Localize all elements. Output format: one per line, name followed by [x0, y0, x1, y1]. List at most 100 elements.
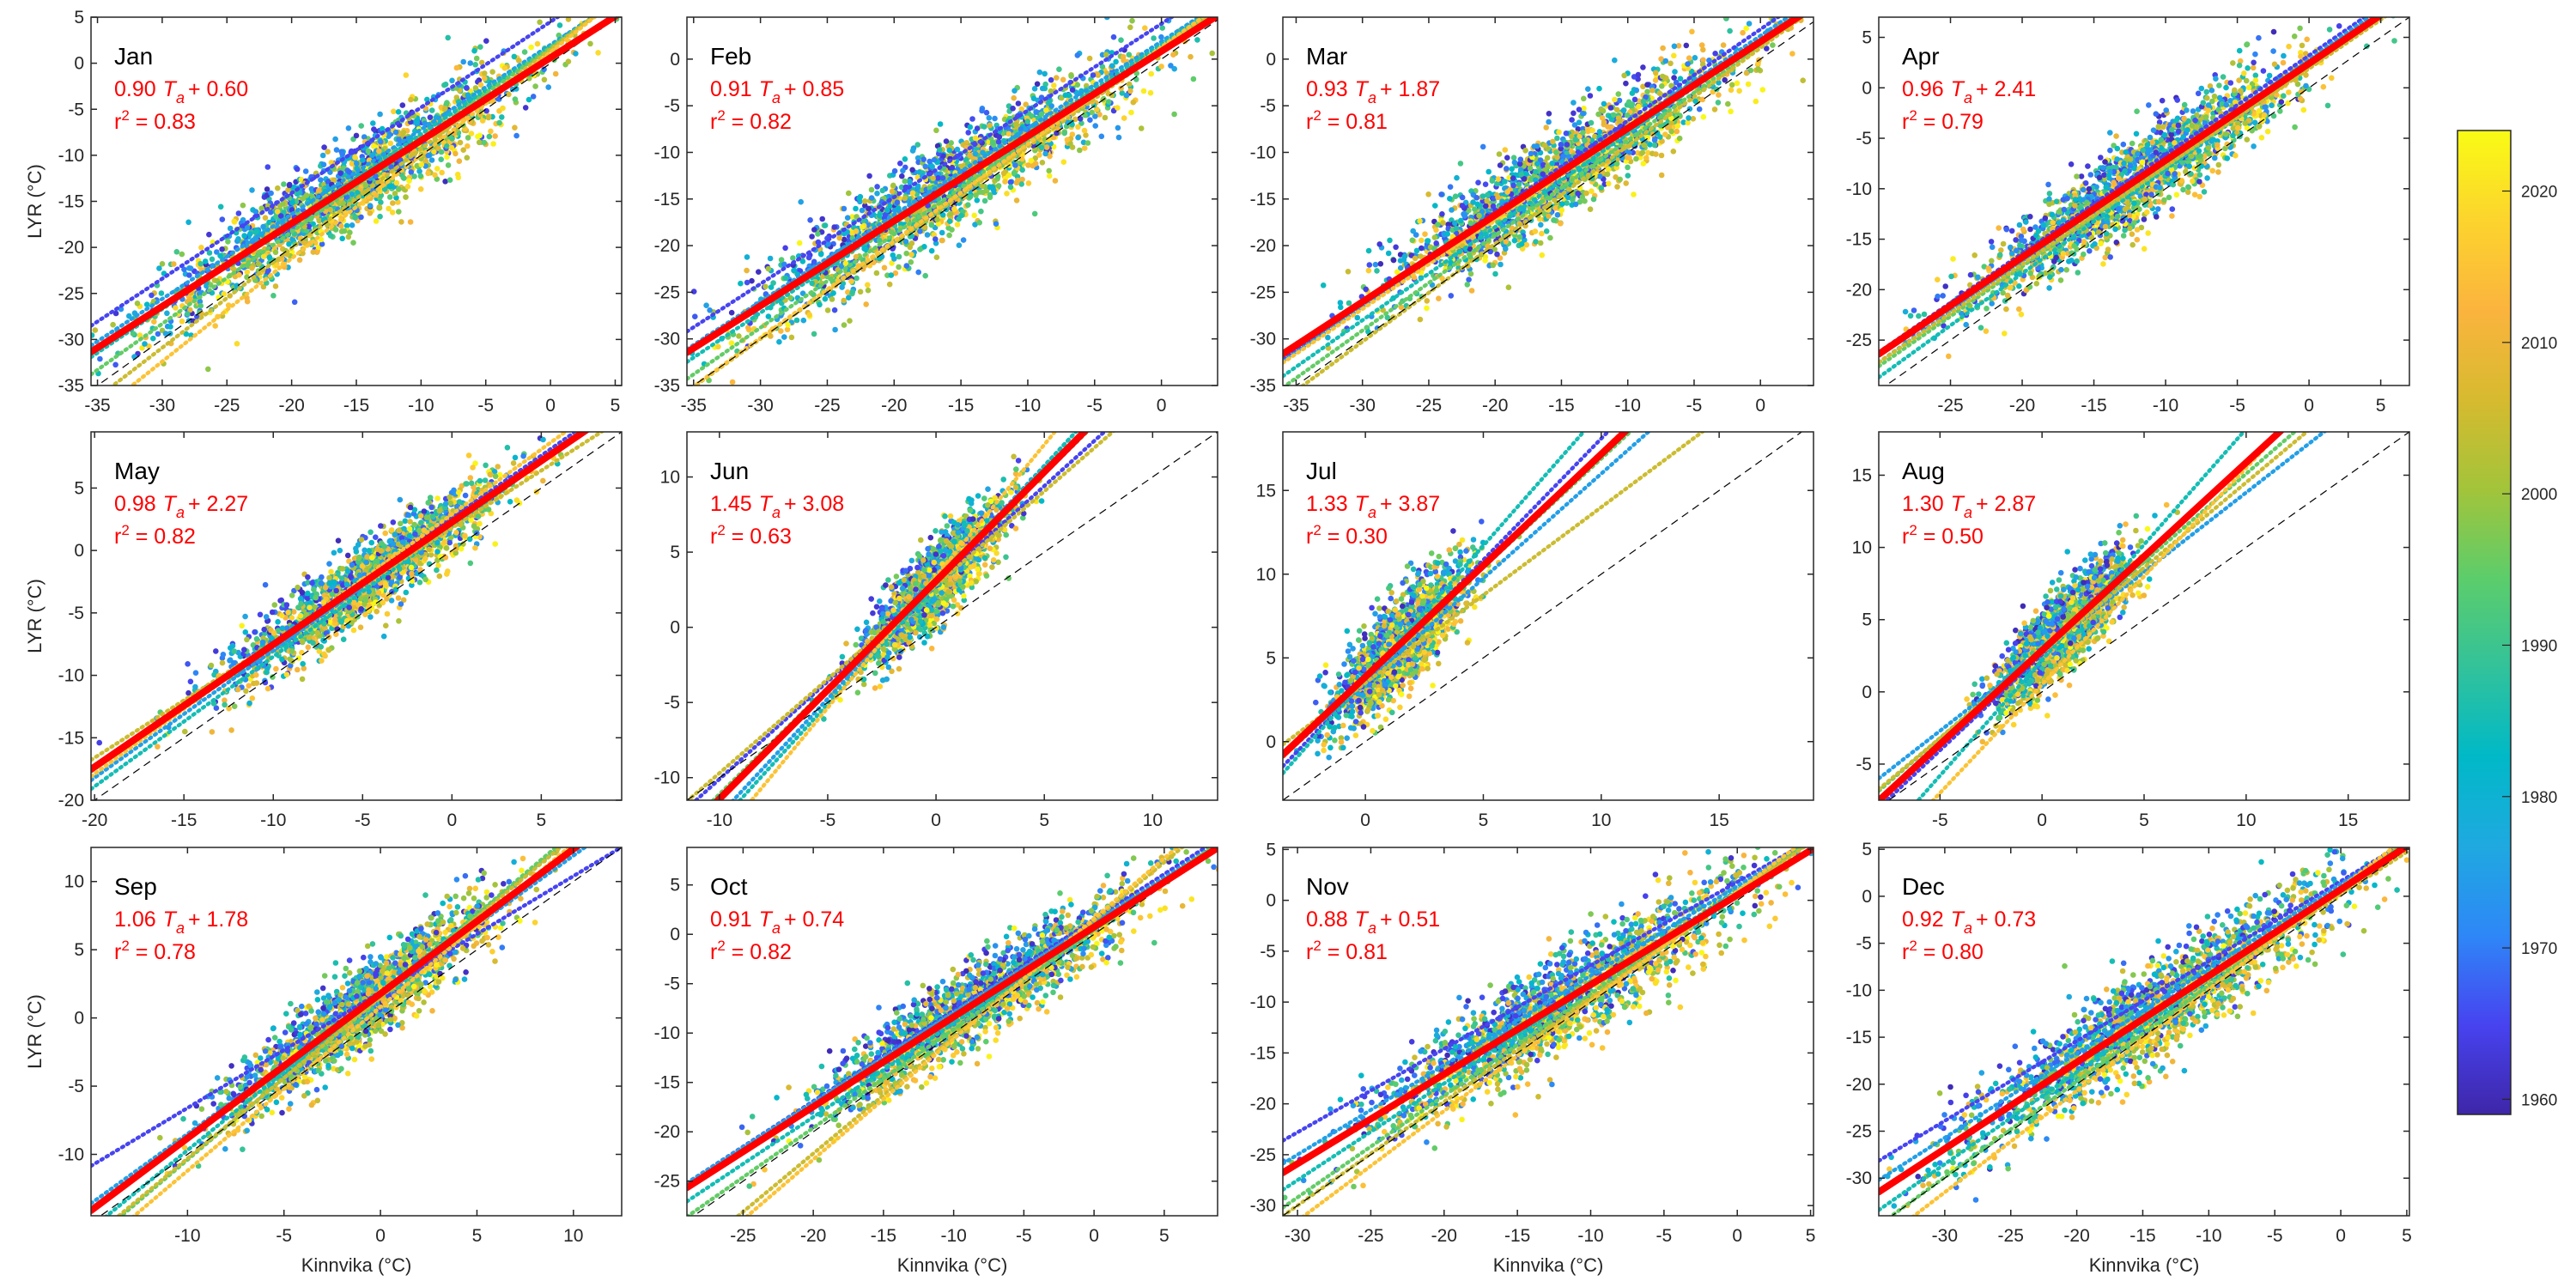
scatter-point [368, 152, 375, 159]
scatter-point [729, 379, 736, 386]
scatter-point [1158, 64, 1164, 70]
scatter-point [987, 191, 993, 198]
scatter-point [565, 58, 572, 64]
scatter-point [454, 171, 461, 178]
scatter-point [1485, 168, 1492, 175]
scatter-point [411, 173, 417, 179]
scatter-point [1397, 258, 1404, 264]
scatter-point [903, 263, 910, 269]
scatter-point [1466, 276, 1472, 283]
scatter-point [933, 236, 939, 242]
scatter-point [937, 121, 944, 127]
scatter-point [392, 191, 398, 197]
scatter-point [841, 236, 848, 243]
scatter-point [513, 132, 519, 139]
scatter-point [155, 331, 161, 337]
scatter-point [1012, 121, 1019, 128]
scatter-point [1662, 131, 1668, 137]
scatter-point [865, 282, 871, 288]
y-tick-label: -15 [654, 190, 680, 209]
scatter-point [349, 161, 355, 167]
scatter-point [286, 182, 293, 189]
scatter-point [492, 133, 498, 139]
scatter-point [482, 76, 488, 82]
scatter-point [416, 168, 422, 174]
scatter-point [235, 236, 241, 242]
scatter-point [300, 196, 306, 202]
r-squared-exponent: 2 [121, 107, 129, 124]
scatter-point [1417, 316, 1424, 323]
scatter-point [347, 229, 353, 236]
scatter-point [258, 205, 265, 211]
scatter-point [1272, 349, 1278, 355]
scatter-point [1046, 173, 1053, 179]
scatter-point [352, 155, 358, 161]
y-tick-label: 0 [670, 50, 680, 70]
scatter-point [438, 149, 445, 155]
regression-equation: 0.90 Ta + 0.60 [114, 77, 248, 106]
scatter-point [1087, 117, 1093, 123]
scatter-point [946, 147, 952, 154]
scatter-point [1081, 145, 1088, 151]
scatter-point [262, 215, 269, 221]
scatter-point [316, 187, 322, 194]
scatter-point [1048, 103, 1054, 109]
scatter-point [1056, 66, 1062, 72]
scatter-point [922, 163, 928, 170]
scatter-point [1631, 191, 1637, 197]
scatter-point [1031, 86, 1038, 92]
scatter-point [768, 284, 775, 290]
scatter-point [1533, 239, 1539, 245]
scatter-point [841, 205, 848, 212]
scatter-point [264, 203, 271, 209]
scatter-point [800, 317, 807, 324]
x-tick-label: 0 [545, 396, 556, 416]
scatter-point [1612, 96, 1618, 103]
scatter-point [908, 252, 914, 258]
scatter-point [954, 222, 961, 228]
scatter-point [990, 185, 996, 192]
scatter-point [824, 307, 831, 313]
scatter-point [444, 143, 450, 149]
scatter-point [1464, 282, 1471, 288]
scatter-point [846, 294, 852, 301]
scatter-point [832, 326, 838, 333]
scatter-point [217, 203, 224, 210]
scatter-point [289, 199, 295, 206]
scatter-point [1030, 95, 1037, 101]
scatter-point [811, 331, 817, 337]
scatter-point [425, 152, 432, 159]
scatter-point [1376, 241, 1382, 247]
scatter-point [488, 128, 494, 135]
scatter-point [320, 161, 327, 167]
scatter-point [477, 82, 484, 88]
scatter-point [915, 159, 921, 166]
scatter-point [408, 169, 415, 175]
y-tick-label: 5 [74, 8, 84, 27]
scatter-point [467, 118, 473, 125]
scatter-point [319, 241, 325, 247]
scatter-point [321, 144, 327, 150]
scatter-point [167, 324, 173, 330]
scatter-point [868, 186, 875, 193]
scatter-point [767, 255, 774, 262]
scatter-point [1686, 115, 1692, 121]
scatter-point [361, 134, 368, 140]
scatter-point [273, 213, 279, 220]
scatter-point [1036, 69, 1043, 76]
scatter-point [634, 27, 640, 33]
scatter-point [428, 107, 435, 113]
scatter-point [408, 96, 414, 103]
scatter-point [355, 190, 361, 196]
scatter-point [1377, 261, 1384, 267]
scatter-point [447, 177, 453, 183]
scatter-point [993, 221, 999, 228]
scatter-point [873, 270, 880, 276]
scatter-point [829, 296, 835, 302]
scatter-point [308, 185, 315, 192]
scatter-point [181, 266, 187, 273]
scatter-point [868, 195, 875, 201]
scatter-point [1504, 166, 1510, 172]
plot-content [687, 17, 1218, 386]
scatter-point [252, 209, 259, 215]
